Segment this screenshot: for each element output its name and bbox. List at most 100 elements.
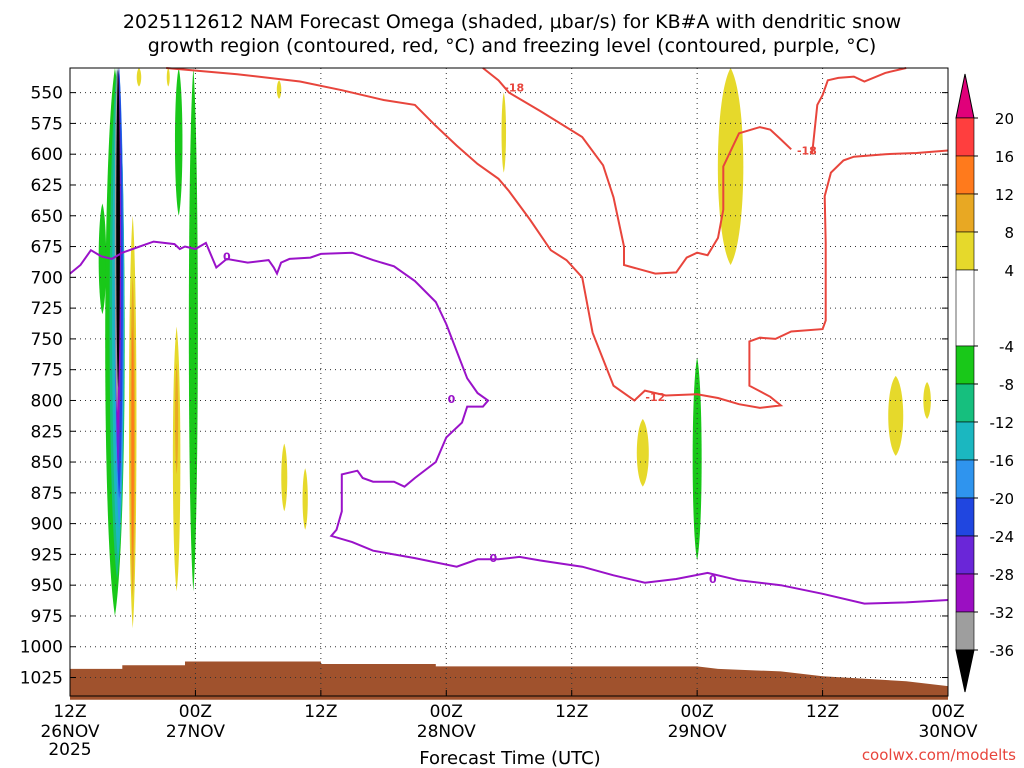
- omega-yellow-30nov-b: [923, 382, 931, 419]
- freezing-label-b: 0: [448, 393, 456, 406]
- y-tick-label: 775: [31, 361, 63, 381]
- y-tick-label: 800: [31, 391, 63, 411]
- x-tick-year: 2025: [48, 740, 91, 760]
- colorbar-label: 4: [1004, 262, 1014, 280]
- omega-yellow-mid-b: [302, 468, 308, 530]
- x-axis-label: Forecast Time (UTC): [419, 748, 600, 768]
- terrain: [70, 661, 948, 700]
- x-tick-date: 26NOV: [40, 722, 99, 742]
- colorbar-swatch: [955, 459, 975, 499]
- colorbar-label: 8: [1004, 224, 1014, 242]
- y-tick-label: 575: [31, 114, 63, 134]
- colorbar-label: -12: [990, 414, 1015, 432]
- omega-deep-orange: [131, 326, 134, 561]
- colorbar-swatch: [955, 193, 975, 233]
- freezing-level-contour: [69, 240, 949, 605]
- colorbar-swatch: [955, 497, 975, 537]
- y-tick-label: 950: [31, 576, 63, 596]
- terrain-fill: [70, 661, 948, 700]
- colorbar-label: 20: [995, 110, 1014, 128]
- colorbar-label: -4: [999, 338, 1014, 356]
- colorbar-label: -16: [990, 452, 1015, 470]
- x-tick-label: 12Z: [304, 702, 337, 722]
- omega-yellow-top2: [166, 68, 170, 87]
- dgz-contour-right: [811, 67, 907, 155]
- colorbar: 20 16 12 8 4 -4 -8 -12 -16 -20 -24 -28 -32 -36: [955, 73, 1015, 693]
- y-tick-label: 700: [31, 268, 63, 288]
- dgz-label-c: -12: [645, 391, 665, 404]
- freezing-label-a: 0: [223, 250, 231, 263]
- y-tick-label: 750: [31, 330, 63, 350]
- dgz-label-a: -18: [504, 82, 524, 95]
- x-tick-label: 12Z: [806, 702, 839, 722]
- colorbar-label: 16: [995, 148, 1014, 166]
- colorbar-swatch: [955, 117, 975, 157]
- colorbar-label: -28: [990, 566, 1015, 584]
- omega-green-left-small: [98, 203, 107, 315]
- y-tick-label: 650: [31, 207, 63, 227]
- plot-frame: [69, 67, 949, 697]
- grid: [70, 68, 948, 696]
- colorbar-label: -32: [990, 604, 1015, 622]
- y-axis: 550 575 600 625 650 675 700 725 750 775 800 825 850 8…: [20, 84, 948, 689]
- x-tick-date: 29NOV: [668, 722, 727, 742]
- y-tick-label: 1000: [20, 638, 63, 658]
- omega-yellow-mid-a: [281, 443, 288, 512]
- freezing-label-d: 0: [709, 573, 717, 586]
- dgz-label-b: -18: [797, 145, 817, 158]
- colorbar-label: -8: [999, 376, 1014, 394]
- dgz-contour-lower: [166, 67, 949, 409]
- freezing-label-c: 0: [489, 552, 497, 565]
- y-tick-label: 625: [31, 176, 63, 196]
- colorbar-swatch: [955, 231, 975, 271]
- x-tick-date: 30NOV: [918, 722, 977, 742]
- omega-yellow-28nov: [501, 92, 507, 173]
- omega-yellow-30nov-a: [888, 375, 904, 456]
- colorbar-swatch: [955, 155, 975, 195]
- x-tick-date: 28NOV: [417, 722, 476, 742]
- colorbar-label: -36: [990, 642, 1015, 660]
- omega-yellow-top: [136, 68, 142, 87]
- omega-green-00z-upper: [174, 68, 183, 216]
- omega-yellow-29nov-a: [636, 418, 649, 487]
- x-tick-label: 00Z: [430, 702, 463, 722]
- omega-orange-00z: [175, 363, 179, 475]
- omega-green-00z: [188, 68, 198, 592]
- y-tick-label: 600: [31, 145, 63, 165]
- y-tick-label: 1025: [20, 669, 63, 689]
- x-tick-label: 00Z: [681, 702, 714, 722]
- y-tick-label: 825: [31, 422, 63, 442]
- x-tick-label: 12Z: [53, 702, 86, 722]
- colorbar-swatch: [955, 535, 975, 575]
- colorbar-swatch: [955, 611, 975, 651]
- omega-yellow-29nov-b: [717, 68, 744, 266]
- colorbar-swatch: [955, 573, 975, 613]
- x-tick-label: 00Z: [931, 702, 964, 722]
- x-tick-label: 00Z: [179, 702, 212, 722]
- colorbar-swatch: [955, 383, 975, 423]
- colorbar-label: 12: [995, 186, 1014, 204]
- y-tick-label: 925: [31, 545, 63, 565]
- colorbar-bottom-arrow: [955, 649, 975, 693]
- colorbar-swatch: [955, 269, 975, 347]
- colorbar-swatch: [955, 421, 975, 461]
- dgz-contour-upper: [482, 67, 792, 275]
- y-tick-label: 725: [31, 299, 63, 319]
- y-tick-label: 975: [31, 607, 63, 627]
- x-tick-label: 12Z: [555, 702, 588, 722]
- y-tick-label: 550: [31, 84, 63, 104]
- chart-title-line-2: growth region (contoured, red, °C) and f…: [148, 35, 877, 57]
- contours: -18 -18 -12 0 0 0 0: [69, 67, 949, 605]
- y-tick-label: 675: [31, 238, 63, 258]
- y-tick-label: 875: [31, 484, 63, 504]
- colorbar-top-arrow: [955, 73, 975, 119]
- y-tick-label: 900: [31, 515, 63, 535]
- y-tick-label: 850: [31, 453, 63, 473]
- credit-text: coolwx.com/modelts: [862, 746, 1016, 764]
- chart-title-line-1: 2025112612 NAM Forecast Omega (shaded, μ…: [123, 11, 901, 33]
- colorbar-swatch: [955, 345, 975, 385]
- omega-yellow-mid-top: [276, 80, 282, 99]
- colorbar-label: -24: [990, 528, 1015, 546]
